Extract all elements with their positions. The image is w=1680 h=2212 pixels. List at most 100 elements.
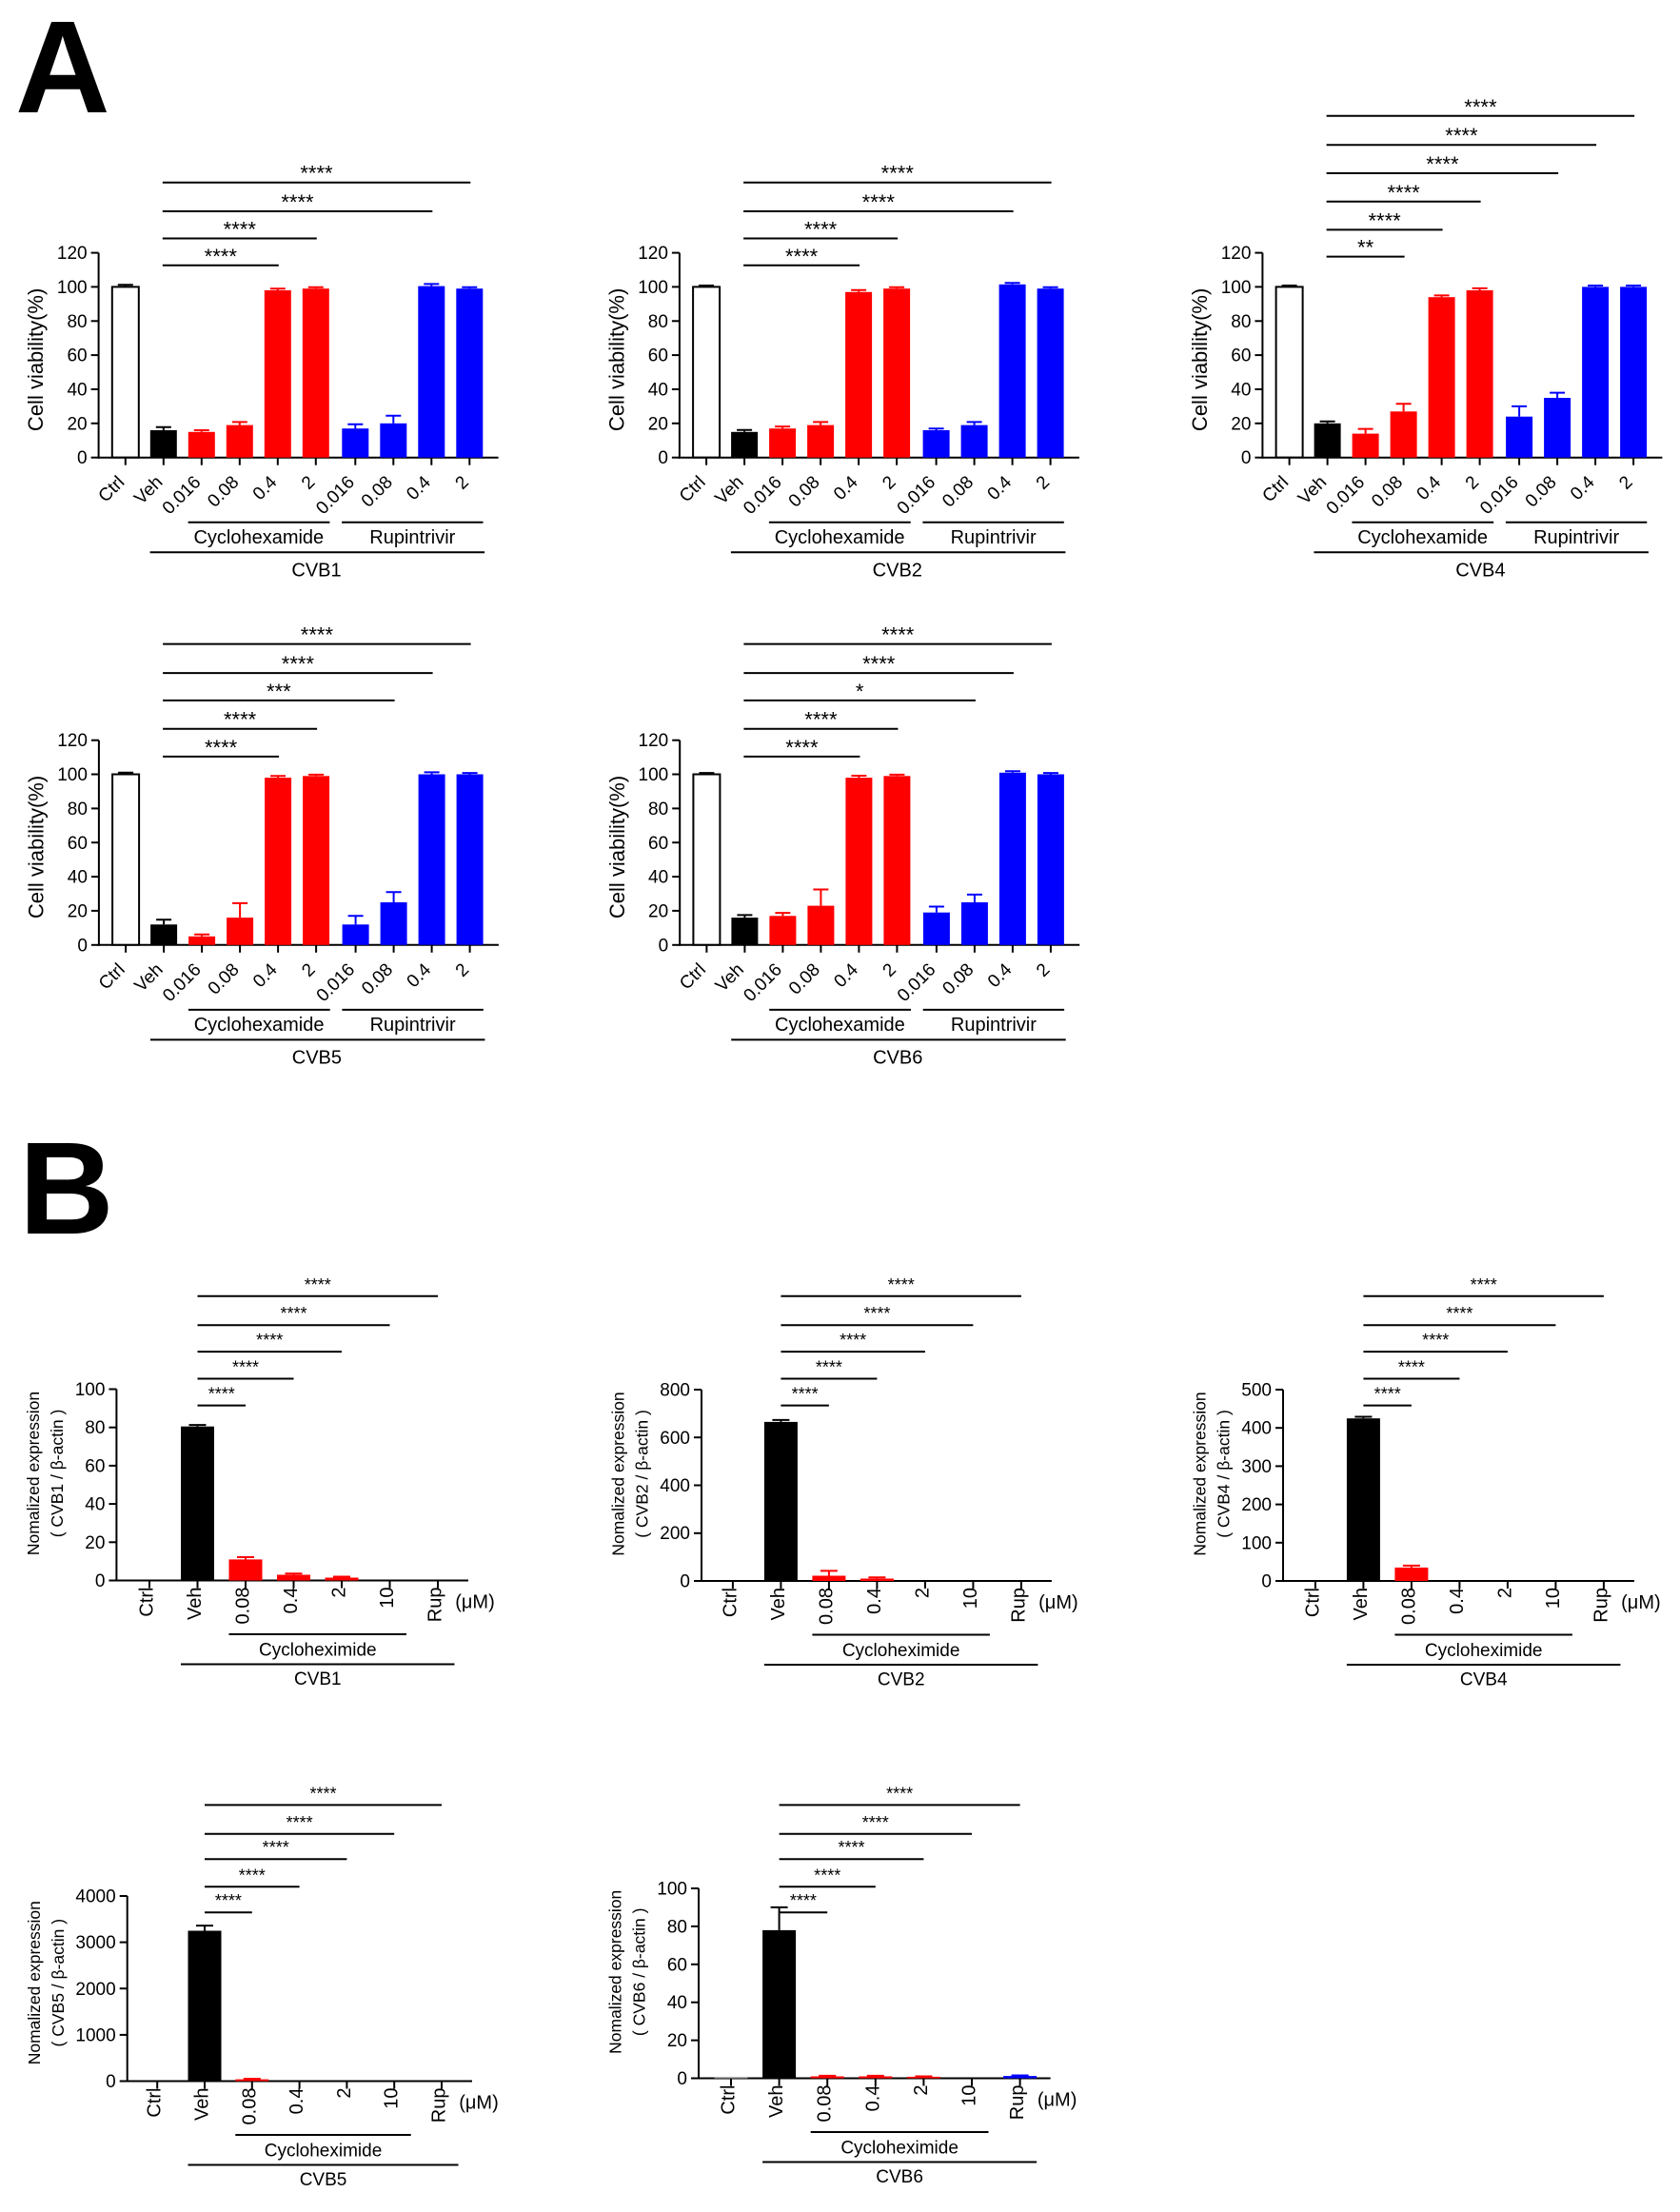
- svg-text:80: 80: [648, 800, 668, 820]
- svg-text:Cell viability(%): Cell viability(%): [25, 776, 49, 918]
- svg-text:20: 20: [648, 901, 668, 921]
- svg-text:60: 60: [648, 834, 668, 854]
- svg-text:10: 10: [960, 1588, 981, 1609]
- svg-text:****: ****: [263, 1838, 289, 1857]
- svg-text:100: 100: [638, 278, 668, 298]
- svg-text:B: B: [19, 1116, 114, 1262]
- svg-text:****: ****: [785, 245, 819, 268]
- svg-text:0.08: 0.08: [815, 2085, 836, 2123]
- svg-text:****: ****: [280, 1304, 306, 1323]
- svg-text:Nomalized expression: Nomalized expression: [1191, 1392, 1210, 1555]
- svg-text:CVB4: CVB4: [1460, 1670, 1508, 1690]
- svg-text:Rup: Rup: [429, 2088, 450, 2123]
- svg-text:120: 120: [57, 731, 88, 751]
- svg-text:( CVB5 / β-actin ): ( CVB5 / β-actin ): [49, 1919, 68, 2047]
- svg-text:A: A: [15, 0, 110, 141]
- svg-text:****: ****: [1446, 1304, 1472, 1323]
- svg-text:Cell viability(%): Cell viability(%): [24, 288, 48, 431]
- svg-text:40: 40: [648, 381, 668, 401]
- svg-text:0: 0: [1241, 448, 1252, 468]
- svg-text:CVB5: CVB5: [292, 1048, 342, 1069]
- svg-text:20: 20: [648, 414, 668, 434]
- svg-text:CVB1: CVB1: [294, 1669, 342, 1689]
- svg-text:CVB5: CVB5: [300, 2170, 347, 2190]
- svg-text:****: ****: [205, 245, 238, 268]
- svg-text:120: 120: [638, 244, 668, 264]
- svg-text:Rupintrivir: Rupintrivir: [951, 1015, 1037, 1036]
- svg-text:2: 2: [912, 1588, 933, 1598]
- svg-text:CVB6: CVB6: [876, 2167, 923, 2187]
- svg-text:100: 100: [1221, 278, 1252, 298]
- svg-text:60: 60: [68, 834, 88, 854]
- svg-text:400: 400: [660, 1476, 690, 1496]
- svg-text:120: 120: [57, 244, 88, 264]
- svg-text:20: 20: [68, 901, 88, 921]
- svg-text:2: 2: [911, 2085, 932, 2096]
- svg-text:****: ****: [239, 1866, 266, 1885]
- svg-text:2: 2: [334, 2088, 355, 2099]
- svg-text:Nomalized expression: Nomalized expression: [609, 1392, 628, 1555]
- svg-text:( CVB1 / β-actin ): ( CVB1 / β-actin ): [48, 1410, 67, 1538]
- svg-text:****: ****: [838, 1838, 864, 1857]
- svg-text:****: ****: [1426, 152, 1459, 176]
- svg-text:Nomalized expression: Nomalized expression: [24, 1392, 43, 1555]
- svg-text:0: 0: [77, 936, 88, 956]
- svg-text:100: 100: [57, 765, 88, 785]
- svg-text:Rupintrivir: Rupintrivir: [370, 1015, 456, 1036]
- svg-text:****: ****: [281, 190, 314, 214]
- svg-text:0: 0: [1261, 1572, 1272, 1592]
- svg-text:100: 100: [75, 1380, 106, 1400]
- svg-text:****: ****: [287, 1813, 313, 1832]
- svg-text:****: ****: [232, 1358, 259, 1377]
- svg-text:40: 40: [1231, 381, 1251, 401]
- svg-text:****: ****: [790, 1891, 817, 1910]
- svg-text:****: ****: [888, 1275, 915, 1294]
- svg-text:****: ****: [862, 1813, 889, 1832]
- svg-text:0.08: 0.08: [233, 1588, 254, 1625]
- svg-text:****: ****: [305, 1275, 331, 1294]
- svg-text:(μM): (μM): [1038, 2090, 1077, 2111]
- svg-text:200: 200: [1241, 1495, 1272, 1515]
- svg-text:CVB2: CVB2: [873, 561, 922, 582]
- svg-text:Ctrl: Ctrl: [1302, 1588, 1323, 1617]
- svg-text:10: 10: [382, 2088, 403, 2109]
- svg-text:2000: 2000: [75, 1980, 115, 2000]
- svg-text:0: 0: [659, 936, 669, 956]
- svg-text:****: ****: [792, 1385, 819, 1404]
- svg-text:*: *: [856, 680, 864, 703]
- svg-text:40: 40: [667, 1993, 687, 2013]
- svg-text:****: ****: [1445, 124, 1478, 148]
- svg-text:****: ****: [1471, 1275, 1497, 1294]
- svg-text:Cell viability(%): Cell viability(%): [1188, 288, 1212, 431]
- svg-text:0.4: 0.4: [1447, 1588, 1468, 1614]
- svg-text:3000: 3000: [75, 1933, 115, 1953]
- svg-text:Cycloheximide: Cycloheximide: [265, 2142, 383, 2162]
- svg-text:40: 40: [67, 381, 87, 401]
- svg-text:10: 10: [377, 1588, 398, 1609]
- svg-text:CVB2: CVB2: [878, 1670, 925, 1690]
- svg-text:CVB6: CVB6: [873, 1048, 922, 1069]
- svg-text:***: ***: [267, 680, 291, 703]
- svg-text:( CVB6 / β-actin ): ( CVB6 / β-actin ): [629, 1908, 648, 2037]
- svg-text:Rup: Rup: [425, 1588, 446, 1623]
- svg-text:****: ****: [1422, 1331, 1449, 1350]
- svg-text:Ctrl: Ctrl: [137, 1588, 158, 1617]
- svg-text:Ctrl: Ctrl: [719, 2085, 740, 2115]
- svg-text:****: ****: [804, 708, 838, 732]
- svg-text:0: 0: [106, 2072, 116, 2092]
- svg-text:120: 120: [1221, 244, 1252, 264]
- svg-text:****: ****: [816, 1358, 842, 1377]
- svg-text:80: 80: [667, 1917, 687, 1937]
- svg-text:10: 10: [959, 2085, 980, 2106]
- svg-text:****: ****: [1464, 95, 1497, 119]
- svg-text:100: 100: [1241, 1533, 1272, 1553]
- svg-text:Rup: Rup: [1008, 1588, 1029, 1623]
- svg-text:80: 80: [68, 800, 88, 820]
- svg-text:****: ****: [300, 162, 333, 186]
- svg-text:****: ****: [862, 190, 896, 214]
- svg-text:1000: 1000: [75, 2025, 115, 2045]
- svg-text:Cyclohexamide: Cyclohexamide: [194, 1015, 325, 1036]
- svg-text:Cyclohexamide: Cyclohexamide: [775, 1015, 905, 1036]
- svg-text:Cyclohexamide: Cyclohexamide: [193, 527, 324, 548]
- svg-text:0: 0: [680, 1572, 690, 1592]
